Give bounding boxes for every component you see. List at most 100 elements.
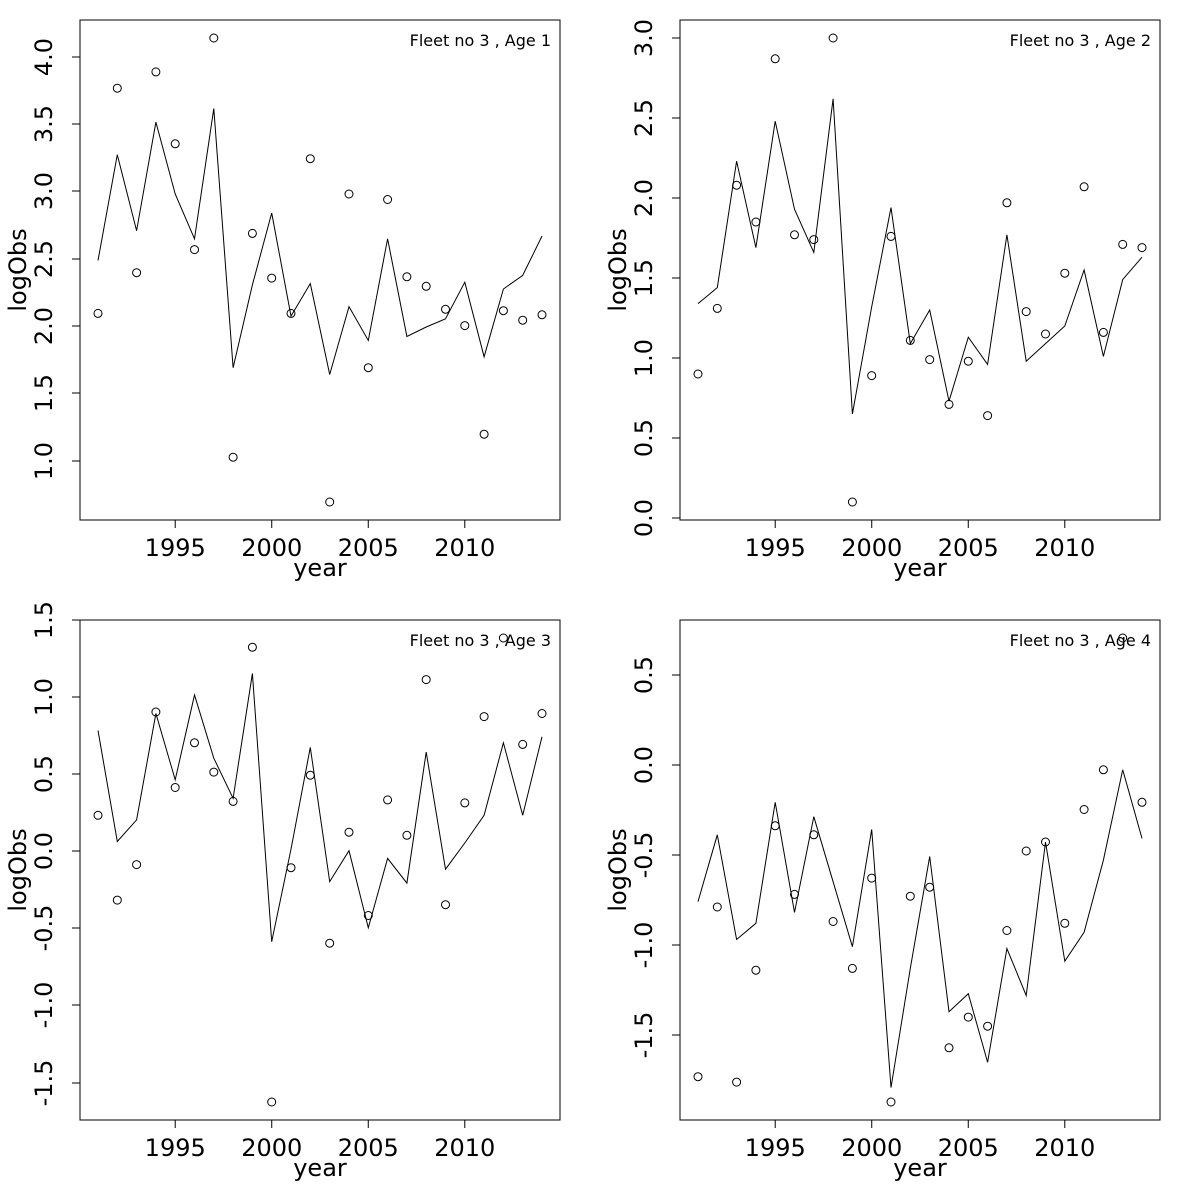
y-tick-label: 2.0	[630, 179, 658, 217]
fitted-line	[97, 673, 543, 942]
observed-point	[712, 303, 722, 313]
fitted-line	[697, 98, 1143, 415]
panel-age-2: Fleet no 3 , Age 2 1995 2000 2005 2010 0.0 0.5…	[604, 19, 1161, 582]
panel-title: Fleet no 3 , Age 3	[410, 631, 551, 650]
observed-point	[732, 180, 742, 190]
x-tick-label: 2000	[241, 534, 302, 562]
observed-point	[537, 310, 547, 320]
x-tick-label: 1995	[145, 534, 206, 562]
panel-title: Fleet no 3 , Age 1	[410, 31, 551, 50]
observed-point	[867, 873, 877, 883]
observed-point	[790, 889, 799, 899]
observed-point	[518, 739, 528, 749]
observed-point	[132, 860, 142, 870]
observed-point	[693, 369, 703, 379]
observed-point	[209, 767, 219, 777]
observed-point	[809, 235, 819, 245]
observed-point	[363, 363, 373, 373]
observed-point	[441, 304, 450, 314]
y-tick-label: 0.5	[30, 755, 58, 793]
y-axis-title: logObs	[4, 228, 32, 311]
panel-age-1: Fleet no 3 , Age 1 1995 2000 2005 2010 1.0 1.5…	[4, 19, 561, 582]
y-tick-label: -1.0	[630, 922, 658, 969]
y-tick-label: 2.0	[30, 307, 58, 345]
observed-point	[1079, 182, 1089, 192]
y-tick-label: 1.5	[30, 374, 58, 412]
x-tick-label: 1995	[745, 534, 806, 562]
fitted-line	[697, 769, 1143, 1088]
observed-point	[286, 863, 296, 873]
y-tick-label: 3.5	[30, 105, 58, 143]
observed-point	[228, 452, 238, 462]
x-tick-label: 2005	[938, 534, 999, 562]
x-tick-label: 2000	[241, 1134, 302, 1162]
observed-point	[441, 900, 450, 910]
y-tick-label: 0.0	[630, 746, 658, 784]
observed-point	[498, 306, 508, 316]
x-tick-label: 2005	[338, 534, 399, 562]
x-tick-label: 1995	[745, 1134, 806, 1162]
observed-point	[344, 827, 354, 837]
observed-point	[1079, 805, 1089, 814]
observed-point	[770, 821, 780, 831]
y-tick-label: 1.0	[630, 339, 658, 377]
observed-point	[809, 830, 819, 840]
y-tick-label: 3.0	[30, 172, 58, 210]
observed-point	[732, 1077, 742, 1087]
observed-point	[944, 399, 954, 409]
observed-point	[790, 230, 799, 240]
observed-point	[886, 1097, 896, 1107]
observed-point	[867, 371, 877, 381]
observed-point	[1002, 198, 1012, 208]
observed-point	[228, 796, 238, 806]
observed-point	[247, 642, 257, 652]
observed-point	[712, 902, 722, 912]
observed-point	[151, 67, 161, 77]
x-tick-label: 2010	[434, 534, 495, 562]
observed-point	[383, 195, 393, 204]
observed-point	[383, 795, 393, 805]
y-tick-label: -1.5	[630, 1012, 658, 1059]
observed-point	[944, 1043, 954, 1053]
observed-point	[460, 321, 470, 331]
y-axis-title: logObs	[604, 228, 632, 311]
observed-point	[305, 154, 315, 164]
y-tick-label: 0.0	[630, 499, 658, 537]
x-axis-title: year	[893, 1154, 947, 1182]
x-tick-label: 1995	[145, 1134, 206, 1162]
observed-point	[751, 217, 761, 227]
observed-point	[402, 830, 412, 840]
panel-title: Fleet no 3 , Age 2	[1010, 31, 1151, 50]
observed-point	[1060, 268, 1070, 278]
y-tick-label: 0.5	[630, 656, 658, 694]
observed-point	[518, 315, 528, 325]
y-tick-label: 1.0	[30, 442, 58, 480]
observed-point	[770, 54, 780, 64]
observed-point	[1021, 846, 1031, 856]
observed-point	[905, 335, 915, 345]
x-tick-label: 2010	[1034, 534, 1095, 562]
y-tick-label: 0.0	[30, 832, 58, 870]
x-axis-title: year	[293, 1154, 347, 1182]
y-tick-label: 2.5	[630, 99, 658, 137]
y-tick-label: -0.5	[630, 832, 658, 879]
observed-point	[905, 891, 915, 901]
observed-point	[1041, 329, 1050, 339]
y-tick-label: -1.5	[30, 1060, 58, 1107]
observed-point	[1002, 926, 1012, 935]
y-tick-label: 4.0	[30, 38, 58, 76]
plot-frame	[79, 19, 561, 521]
plot-frame	[679, 19, 1161, 521]
observed-point	[325, 938, 335, 948]
observed-point	[983, 411, 993, 421]
observed-point	[886, 231, 896, 241]
y-tick-label: 1.5	[30, 601, 58, 639]
observed-point	[537, 709, 547, 718]
observed-point	[1098, 765, 1108, 775]
observed-point	[402, 272, 412, 282]
plot-frame	[79, 619, 561, 1121]
x-tick-label: 2010	[1034, 1134, 1095, 1162]
observed-point	[1060, 918, 1070, 928]
observed-point	[1041, 837, 1050, 847]
observed-point	[247, 228, 257, 238]
